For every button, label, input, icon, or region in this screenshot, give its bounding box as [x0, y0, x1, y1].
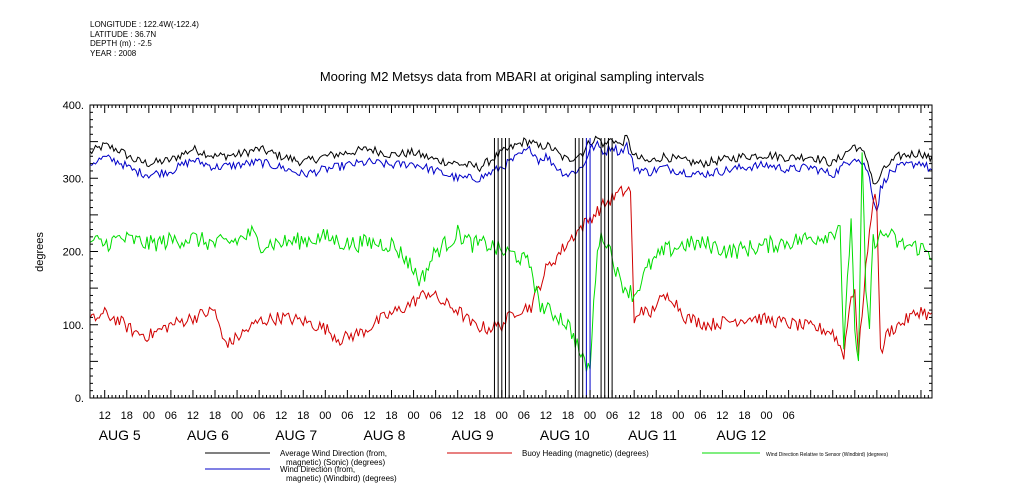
x-tick-label: 12: [540, 410, 552, 422]
legend-label-4: Wind Direction Relative to Sensor (Windb…: [766, 452, 888, 458]
x-day-label: AUG 12: [716, 427, 766, 443]
x-tick-label: 00: [584, 410, 596, 422]
x-day-label: AUG 11: [628, 427, 677, 443]
chart-title: Mooring M2 Metsys data from MBARI at ori…: [320, 69, 705, 84]
x-tick-label: 12: [452, 410, 464, 422]
x-tick-label: 00: [407, 410, 419, 422]
axis-layer: 0. 100. 200. 300. 400. 12 18 00 06 12 18 00 06 12 18 00…: [63, 100, 933, 443]
x-tick-label: 12: [628, 410, 640, 422]
legend-label-3: Buoy Heading (magnetic) (degrees): [522, 449, 649, 458]
x-tick-label: 00: [231, 410, 243, 422]
x-day-label: AUG 5: [99, 427, 141, 443]
y-tick-label: 100.: [63, 320, 84, 332]
series-line-2: [89, 140, 933, 213]
x-tick-label: 18: [474, 410, 486, 422]
legend-label-1: Average Wind Direction (from,: [280, 449, 387, 458]
x-tick-label: 00: [496, 410, 508, 422]
metadata-block: LONGITUDE : 122.4W(-122.4) LATITUDE : 36…: [90, 20, 199, 58]
x-tick-label: 06: [606, 410, 618, 422]
x-day-label: AUG 10: [540, 427, 590, 443]
x-tick-label: 06: [694, 410, 706, 422]
legend: Average Wind Direction (from,magnetic) (…: [205, 449, 888, 483]
latitude-text: LATITUDE : 36.7N: [90, 29, 157, 39]
series-line-3: [89, 185, 933, 360]
x-tick-label: 18: [562, 410, 574, 422]
legend-label-1-line2: magnetic) (Sonic) (degrees): [286, 458, 385, 467]
x-tick-label: 06: [782, 410, 794, 422]
x-day-label: AUG 8: [363, 427, 405, 443]
y-tick-label: 300.: [63, 173, 84, 185]
x-day-label: AUG 7: [275, 427, 317, 443]
x-tick-label: 18: [650, 410, 662, 422]
x-tick-label: 12: [187, 410, 199, 422]
y-tick-label: 400.: [63, 100, 84, 112]
x-tick-label: 06: [253, 410, 265, 422]
series-line-1: [89, 134, 933, 185]
legend-label-2: Wind Direction (from,: [280, 465, 355, 474]
longitude-text: LONGITUDE : 122.4W(-122.4): [90, 20, 199, 29]
x-tick-label: 18: [121, 410, 133, 422]
y-tick-label: 200.: [63, 247, 84, 259]
x-tick-label: 00: [319, 410, 331, 422]
x-day-label: AUG 9: [452, 427, 494, 443]
x-tick-label: 12: [716, 410, 728, 422]
depth-text: DEPTH (m) : -2.5: [90, 39, 152, 48]
x-tick-label: 18: [738, 410, 750, 422]
x-tick-label: 18: [385, 410, 397, 422]
series-layer: [89, 134, 933, 398]
x-tick-label: 06: [341, 410, 353, 422]
y-axis-label: degrees: [34, 232, 46, 272]
x-tick-label: 18: [209, 410, 221, 422]
legend-label-2-line2: magnetic) (Windbird) (degrees): [286, 474, 397, 483]
x-tick-label: 12: [363, 410, 375, 422]
x-tick-label: 06: [518, 410, 530, 422]
series-line-4: [89, 152, 933, 372]
x-tick-label: 00: [143, 410, 155, 422]
x-day-label: AUG 6: [187, 427, 229, 443]
x-tick-label: 00: [760, 410, 772, 422]
x-tick-label: 12: [275, 410, 287, 422]
x-tick-label: 00: [672, 410, 684, 422]
y-tick-label: 0.: [75, 393, 84, 405]
x-tick-label: 12: [99, 410, 111, 422]
x-tick-label: 06: [165, 410, 177, 422]
year-text: YEAR : 2008: [90, 48, 137, 58]
x-tick-label: 18: [297, 410, 309, 422]
x-tick-label: 06: [429, 410, 441, 422]
